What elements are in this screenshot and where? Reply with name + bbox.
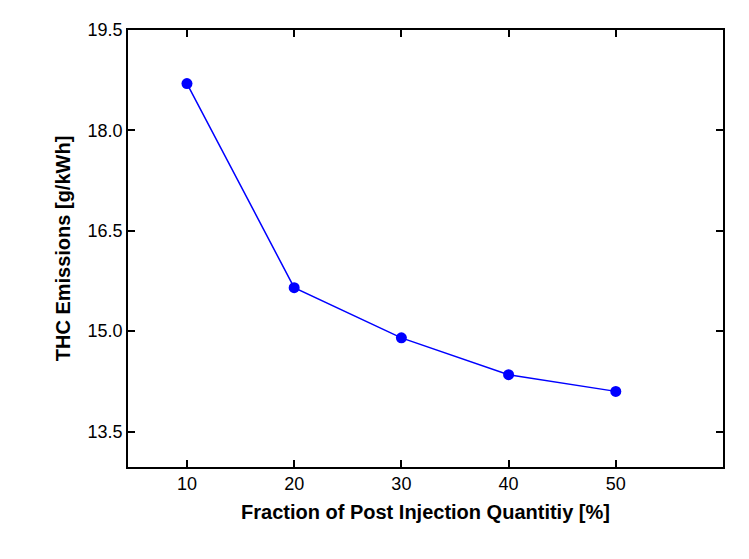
svg-text:Fraction of Post Injection Qua: Fraction of Post Injection Quantitiy [%]	[241, 501, 610, 523]
svg-text:40: 40	[499, 474, 519, 494]
svg-text:16.5: 16.5	[88, 221, 123, 241]
svg-text:50: 50	[606, 474, 626, 494]
svg-text:18.0: 18.0	[88, 121, 123, 141]
svg-text:10: 10	[177, 474, 197, 494]
svg-text:30: 30	[391, 474, 411, 494]
svg-text:THC Emissions [g/kWh]: THC Emissions [g/kWh]	[52, 136, 74, 362]
svg-text:20: 20	[284, 474, 304, 494]
svg-text:15.0: 15.0	[88, 321, 123, 341]
svg-text:19.5: 19.5	[88, 20, 123, 40]
svg-text:13.5: 13.5	[88, 422, 123, 442]
